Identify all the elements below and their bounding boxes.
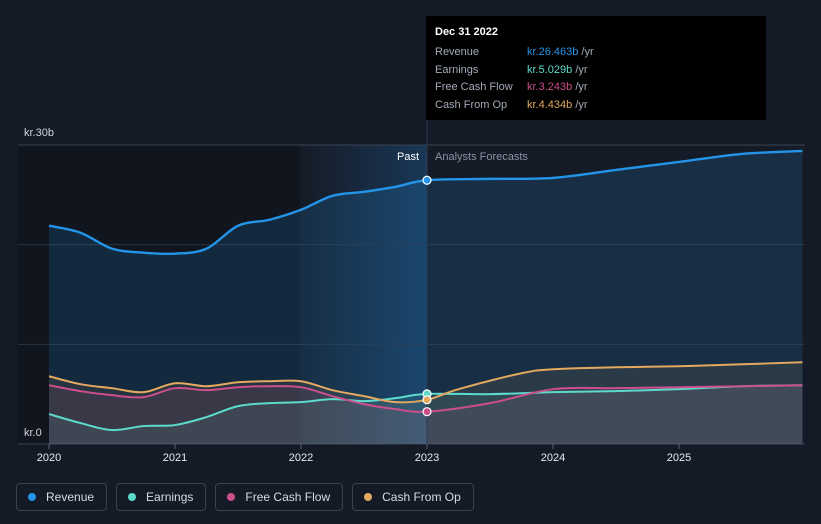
x-tick-label: 2020	[37, 452, 61, 464]
tooltip-unit: /yr	[572, 81, 588, 93]
tooltip-label: Earnings	[435, 63, 479, 76]
tooltip-value: kr.3.243b	[527, 81, 573, 93]
legend-dot-icon	[128, 493, 137, 501]
legend-item-free-cash-flow[interactable]: Free Cash Flow	[215, 483, 344, 511]
legend-label: Revenue	[46, 490, 95, 504]
x-tick-label: 2025	[667, 452, 691, 464]
legend-label: Free Cash Flow	[245, 490, 331, 504]
tooltip-date: Dec 31 2022	[435, 26, 498, 38]
legend-item-revenue[interactable]: Revenue	[16, 483, 108, 511]
tooltip-value: kr.5.029b	[527, 63, 573, 76]
revenue-marker	[422, 175, 432, 185]
x-tick-label: 2021	[163, 452, 187, 464]
x-tick-label: 2022	[289, 452, 313, 464]
legend-item-earnings[interactable]: Earnings	[116, 483, 207, 511]
past-label: Past	[397, 151, 419, 163]
legend-dot-icon	[227, 493, 236, 501]
y-axis-bottom-label: kr.0	[24, 427, 42, 439]
legend-dot-icon	[364, 493, 373, 501]
revenue-line	[48, 149, 803, 256]
legend-label: Earnings	[146, 490, 194, 504]
tooltip-label: Revenue	[435, 46, 480, 58]
legend-label: Cash From Op	[382, 490, 461, 504]
tooltip-row: Free Cash Flow kr.3.243b /yr	[435, 79, 757, 97]
x-tick-label: 2023	[415, 452, 439, 464]
free-cash-flow-marker	[422, 407, 432, 417]
cash-from-op-line	[48, 361, 803, 404]
tooltip-value: kr.4.434b	[527, 98, 573, 111]
tooltip: Dec 31 2022 Revenue kr.26.463b /yr Earning…	[426, 16, 766, 120]
forecast-label: Analysts Forecasts	[435, 151, 528, 163]
tooltip-unit: /yr	[572, 98, 588, 111]
legend-dot-icon	[28, 493, 36, 501]
past-dark-band	[18, 145, 300, 444]
past-highlight-band	[300, 145, 427, 444]
tooltip-label: Free Cash Flow	[435, 81, 513, 93]
legend: Revenue Earnings Free Cash Flow Cash From O…	[16, 483, 474, 513]
tooltip-row: Cash From Op kr.4.434b /yr	[435, 97, 757, 115]
y-axis-top-label: kr.30b	[24, 127, 54, 139]
earnings-line	[48, 384, 803, 432]
free-cash-flow-line	[48, 384, 803, 413]
tooltip-row: Earnings kr.5.029b /yr	[435, 62, 757, 80]
x-tick-label: 2024	[541, 452, 565, 464]
revenue-area	[49, 150, 803, 445]
tooltip-row: Revenue kr.26.463b /yr	[435, 44, 757, 62]
tooltip-value: kr.26.463b	[527, 46, 579, 58]
tooltip-unit: /yr	[578, 46, 594, 58]
tooltip-unit: /yr	[572, 63, 588, 76]
tooltip-label: Cash From Op	[435, 98, 508, 111]
cash-from-op-marker	[422, 395, 432, 405]
legend-item-cash-from-op[interactable]: Cash From Op	[352, 483, 474, 511]
